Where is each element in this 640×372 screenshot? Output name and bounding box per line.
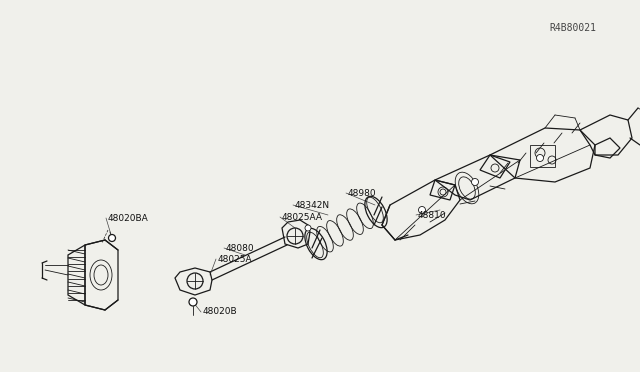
Text: R4B80021: R4B80021 [549, 23, 596, 33]
Circle shape [472, 179, 479, 186]
Text: 48080: 48080 [226, 244, 255, 253]
Bar [530, 145, 555, 167]
Circle shape [419, 206, 426, 214]
Text: 48020B: 48020B [203, 308, 237, 317]
Text: 48980: 48980 [348, 189, 376, 198]
Circle shape [536, 154, 543, 161]
Circle shape [109, 234, 115, 241]
Text: 48342N: 48342N [295, 201, 330, 209]
Text: 48020BA: 48020BA [108, 214, 148, 222]
Circle shape [189, 298, 197, 306]
Text: 48025AA: 48025AA [282, 212, 323, 221]
Circle shape [305, 225, 311, 231]
Text: 48025A: 48025A [218, 254, 253, 263]
Text: 48810: 48810 [418, 211, 447, 219]
